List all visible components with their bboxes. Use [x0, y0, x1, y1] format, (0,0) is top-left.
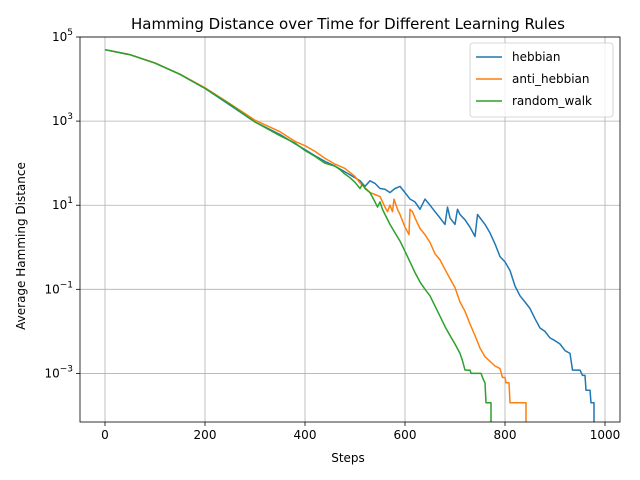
x-tick-label: 1000 — [590, 428, 621, 442]
plot-frame — [79, 36, 621, 423]
series-line-random_walk — [104, 48, 492, 422]
legend-label-anti_hebbian: anti_hebbian — [512, 72, 590, 86]
x-tick-label: 800 — [494, 428, 517, 442]
legend-label-random_walk: random_walk — [512, 94, 592, 108]
chart-title: Hamming Distance over Time for Different… — [131, 15, 565, 33]
series-line-anti_hebbian — [104, 48, 527, 422]
x-tick-label: 0 — [101, 428, 109, 442]
legend-box — [469, 42, 614, 118]
plot-series — [104, 48, 595, 422]
x-tick-label: 200 — [194, 428, 217, 442]
x-tick-label: 400 — [294, 428, 317, 442]
y-tick-label: 101 — [52, 196, 73, 212]
y-tick-label: 10−1 — [44, 280, 73, 296]
legend: hebbian anti_hebbian random_walk — [469, 42, 614, 118]
x-tick-label: 600 — [394, 428, 417, 442]
y-tick-label: 10−3 — [44, 364, 73, 380]
y-tick-label: 103 — [52, 112, 73, 128]
x-axis-ticks: 0 200 400 600 800 1000 — [101, 422, 620, 442]
y-axis-ticks: 10−3 10−1 101 103 105 — [44, 28, 80, 380]
legend-label-hebbian: hebbian — [512, 50, 561, 64]
y-tick-label: 105 — [52, 28, 73, 44]
y-axis-label: Average Hamming Distance — [14, 162, 28, 330]
series-line-hebbian — [104, 48, 595, 422]
x-axis-label: Steps — [331, 451, 365, 465]
